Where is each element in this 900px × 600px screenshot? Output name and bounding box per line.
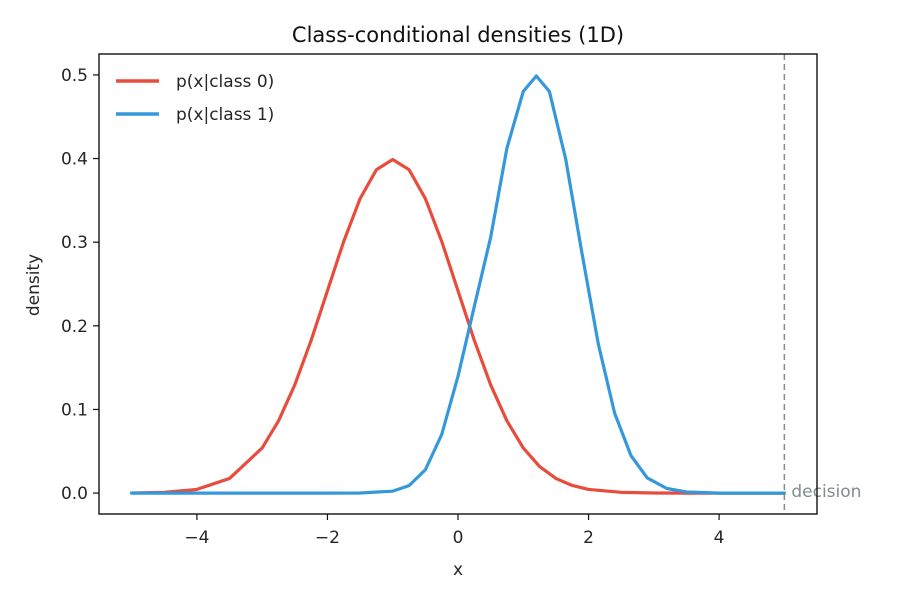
y-axis-label: density	[24, 254, 44, 316]
legend: p(x|class 0) p(x|class 1)	[116, 72, 274, 125]
x-tick-label-0: −4	[184, 528, 209, 548]
x-axis-label: x	[453, 560, 463, 580]
plot-area	[99, 54, 817, 514]
annotation-layer: decision	[783, 54, 861, 514]
plot-frame	[98, 53, 818, 515]
x-tick-label-4: 4	[714, 528, 725, 548]
axes-layer: −4 −2 0 2 4 0.0 0.1 0.2 0.3 0.4 0.5	[61, 53, 818, 548]
plot-background	[99, 54, 817, 514]
chart-title: Class-conditional densities (1D)	[292, 23, 624, 47]
legend-label-1: p(x|class 1)	[176, 105, 274, 125]
y-tick-label-4: 0.4	[61, 150, 88, 170]
x-tick-label-1: −2	[315, 528, 340, 548]
y-tick-label-2: 0.2	[61, 317, 88, 337]
y-tick-label-0: 0.0	[61, 484, 88, 504]
series-line-1	[130, 74, 786, 495]
y-tick-label-3: 0.3	[61, 233, 88, 253]
decision-label: decision	[791, 482, 861, 502]
x-tick-label-2: 0	[453, 528, 464, 548]
y-tick-label-1: 0.1	[61, 400, 88, 420]
series-line-0	[130, 157, 786, 495]
y-tick-label-5: 0.5	[61, 66, 88, 86]
x-tick-label-3: 2	[583, 528, 594, 548]
legend-label-0: p(x|class 0)	[176, 72, 274, 92]
series-layer	[130, 74, 786, 495]
